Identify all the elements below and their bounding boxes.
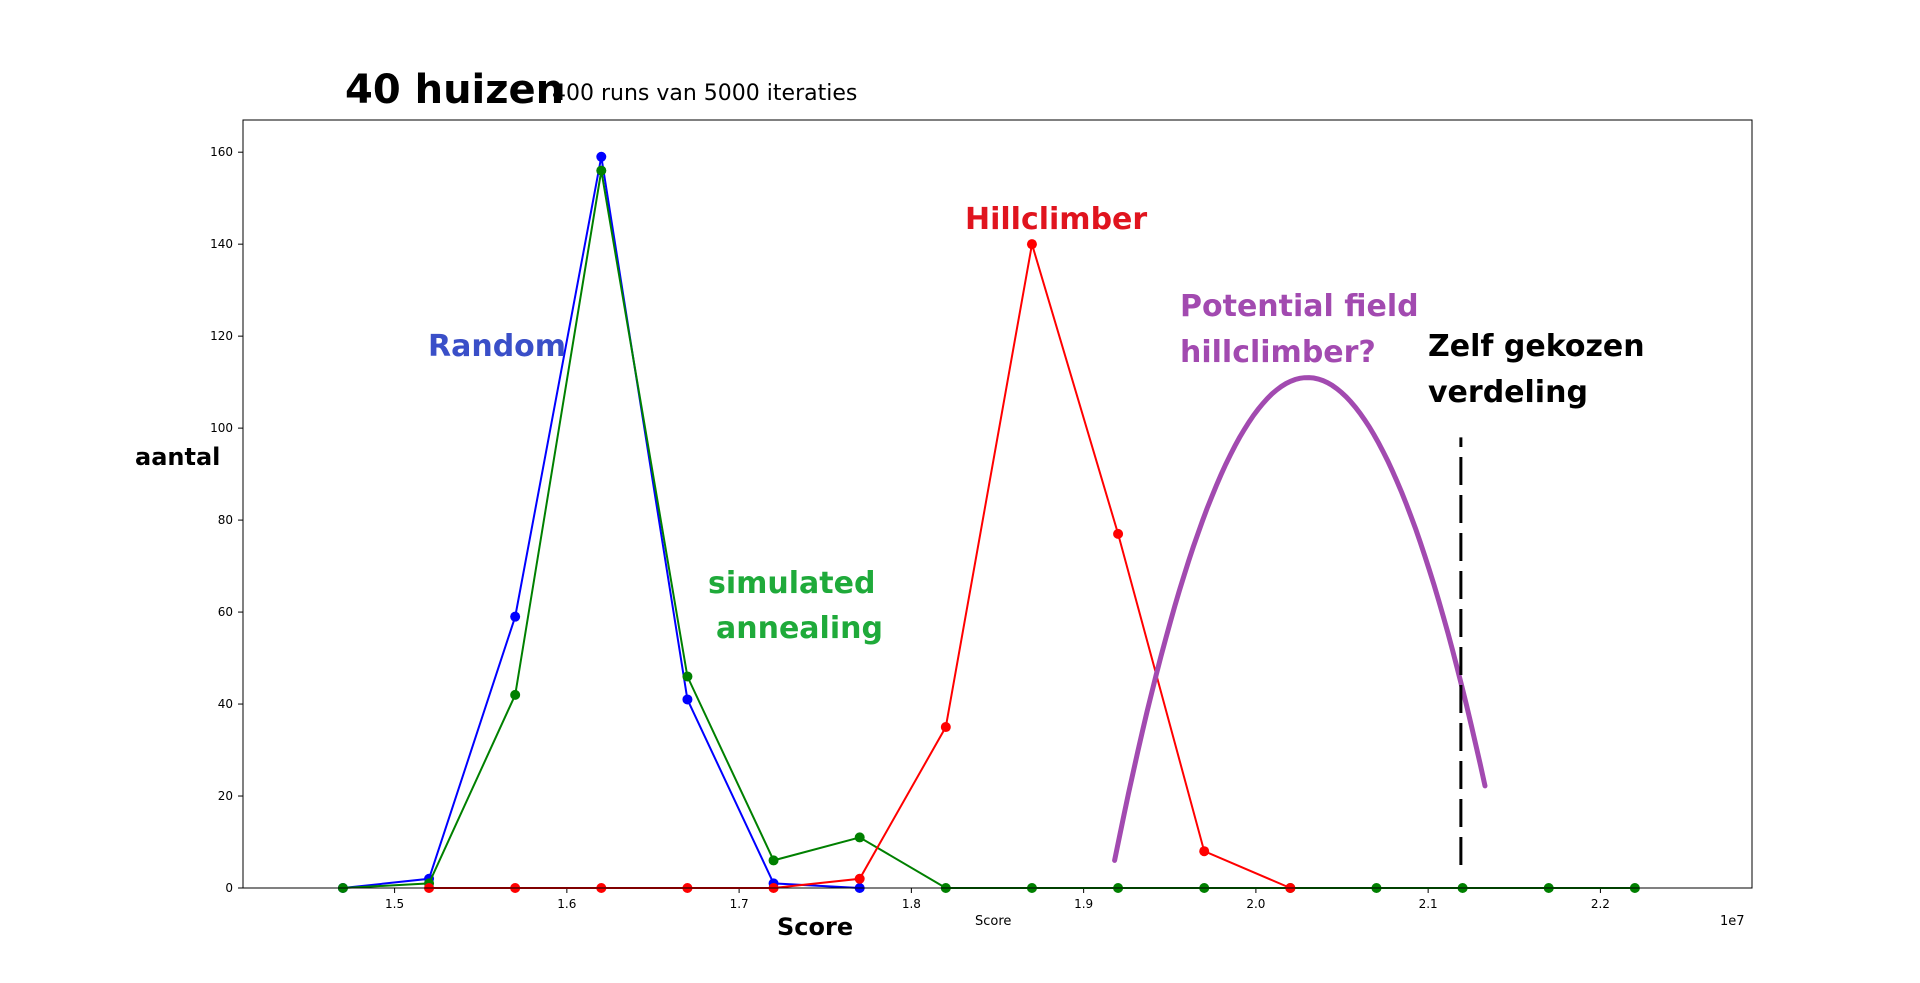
series-1-point (596, 165, 607, 176)
series-0-point (596, 151, 607, 162)
x-tick-label: 2.1 (1419, 897, 1438, 911)
annotation-simulated: simulated (708, 566, 875, 601)
series-0-point (682, 694, 693, 705)
series-1-point (854, 832, 865, 843)
x-axis-label: Score (777, 913, 853, 941)
x-tick-label: 1.7 (730, 897, 749, 911)
annotation-verdeling: verdeling (1428, 375, 1588, 410)
series-0-point (510, 611, 521, 622)
annotation-hillclimber: Hillclimber (965, 202, 1147, 237)
annotation-annealing: annealing (716, 611, 883, 646)
series-2-point (1199, 846, 1210, 857)
series-1-point (510, 689, 521, 700)
y-tick-label: 80 (218, 513, 233, 527)
annotation-potential-field: Potential field (1180, 289, 1419, 324)
series-line-0 (342, 156, 860, 889)
chart-title: 40 huizen (345, 67, 564, 113)
annotation-random: Random (428, 329, 566, 364)
series-layer (337, 151, 1640, 893)
y-tick-label: 160 (210, 145, 233, 159)
series-2-point (854, 873, 865, 884)
x-tick-label: 1.8 (902, 897, 921, 911)
y-tick-label: 120 (210, 329, 233, 343)
series-1-point (768, 855, 779, 866)
plot-frame (242, 119, 1753, 889)
axis-ticks: 1.5 1.6 1.7 1.8 1.9 2.0 2.1 2.2 0 20 40 60 80 100 120 1… (210, 145, 1610, 911)
y-axis-label: aantal (135, 443, 220, 471)
series-2-point (940, 722, 951, 733)
x-tick-label: 2.0 (1246, 897, 1265, 911)
series-1-point (682, 671, 693, 682)
y-tick-label: 0 (225, 881, 233, 895)
x-tick-label: 1.5 (385, 897, 404, 911)
y-tick-label: 100 (210, 421, 233, 435)
series-line-1 (342, 170, 1635, 889)
annotation-shapes (1112, 375, 1488, 866)
y-tick-label: 40 (218, 697, 233, 711)
annotation-zelf-gekozen: Zelf gekozen (1428, 329, 1645, 364)
series-2-point (1113, 528, 1124, 539)
potential-field-curve (1112, 375, 1488, 863)
x-tick-label: 2.2 (1591, 897, 1610, 911)
y-tick-label: 60 (218, 605, 233, 619)
y-tick-label: 20 (218, 789, 233, 803)
y-tick-label: 140 (210, 237, 233, 251)
annotation-potential-hillclimber: hillclimber? (1180, 335, 1376, 370)
x-axis-label-small: Score (975, 914, 1011, 929)
x-axis-offset-label: 1e7 (1720, 914, 1745, 929)
x-tick-label: 1.6 (557, 897, 576, 911)
chart-subtitle: 400 runs van 5000 iteraties (552, 81, 857, 106)
x-tick-label: 1.9 (1074, 897, 1093, 911)
series-2-point (1026, 239, 1037, 250)
